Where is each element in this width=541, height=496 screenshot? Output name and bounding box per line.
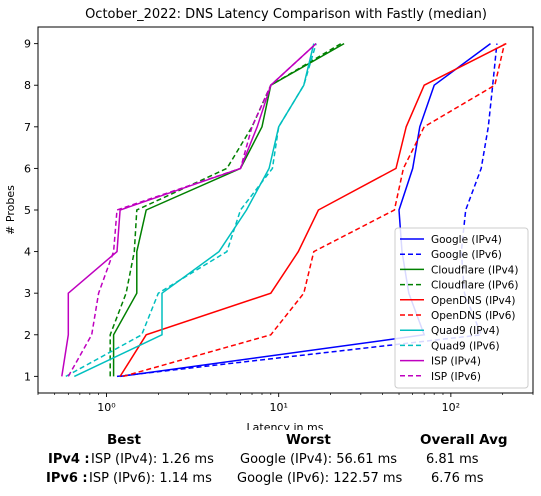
legend-label: Quad9 (IPv6) [431, 340, 500, 352]
summary-row-ipv6-label: IPv6 : [46, 471, 88, 486]
series-line-isp-ipv6 [67, 43, 317, 377]
summary-row-ipv6-best: ISP (IPv6): 1.14 ms [89, 471, 212, 486]
series-layer [61, 42, 507, 378]
series-line-opendns-ipv4 [119, 42, 507, 377]
x-tick-label: 10⁰ [97, 401, 116, 414]
summary-row-ipv4-label: IPv4 : [48, 452, 90, 467]
series-line-cloudflare-ipv4 [112, 42, 345, 377]
legend: Google (IPv4) Google (IPv6) Cloudflare (IP… [394, 227, 529, 389]
y-tick-label: 2 [24, 329, 31, 342]
legend-label: OpenDNS (IPv4) [431, 295, 516, 307]
y-tick-label: 6 [24, 162, 31, 175]
chart: October_2022: DNS Latency Comparison wit… [4, 7, 534, 430]
y-axis-label: # Probes [4, 185, 17, 235]
legend-label: ISP (IPv4) [431, 356, 481, 368]
legend-label: Cloudflare (IPv6) [431, 280, 518, 292]
y-tick-label: 8 [24, 79, 31, 92]
y-tick-label: 7 [24, 121, 31, 134]
y-axis: 1 2 3 4 5 6 7 8 9 [24, 38, 38, 383]
summary-row-ipv4-best: ISP (IPv4): 1.26 ms [91, 452, 214, 467]
series-line-quad9-ipv4 [73, 43, 315, 378]
legend-label: Cloudflare (IPv4) [431, 264, 518, 276]
y-tick-label: 5 [24, 204, 31, 217]
summary-row-ipv6-avg: 6.76 ms [431, 471, 484, 486]
summary-header-worst: Worst [286, 432, 331, 448]
legend-label: Google (IPv6) [431, 249, 502, 261]
summary-row-ipv4-avg: 6.81 ms [426, 452, 479, 467]
y-tick-label: 3 [24, 287, 31, 300]
summary-header-best: Best [107, 432, 141, 448]
y-tick-label: 1 [24, 370, 31, 383]
y-tick-label: 4 [24, 246, 31, 259]
series-line-opendns-ipv6 [122, 43, 506, 378]
x-tick-label: 10² [442, 401, 460, 414]
legend-box [394, 227, 529, 389]
legend-label: Quad9 (IPv4) [431, 325, 500, 337]
summary-header-avg: Overall Avg [420, 432, 508, 448]
summary-row-ipv4-worst: Google (IPv4): 56.61 ms [240, 452, 398, 467]
legend-label: ISP (IPv6) [431, 371, 481, 383]
x-axis-label: Latency in ms [247, 421, 324, 430]
y-tick-label: 9 [24, 38, 31, 51]
summary-row-ipv6-worst: Google (IPv6): 122.57 ms [237, 471, 403, 486]
series-line-google-ipv6 [116, 43, 498, 378]
x-tick-label: 10¹ [269, 401, 287, 414]
series-line-isp-ipv4 [61, 43, 317, 377]
legend-label: Google (IPv4) [431, 234, 502, 246]
legend-label: OpenDNS (IPv6) [431, 310, 516, 322]
x-axis: 10⁰ 10¹ 10² [37, 393, 534, 414]
chart-title: October_2022: DNS Latency Comparison wit… [85, 7, 487, 22]
